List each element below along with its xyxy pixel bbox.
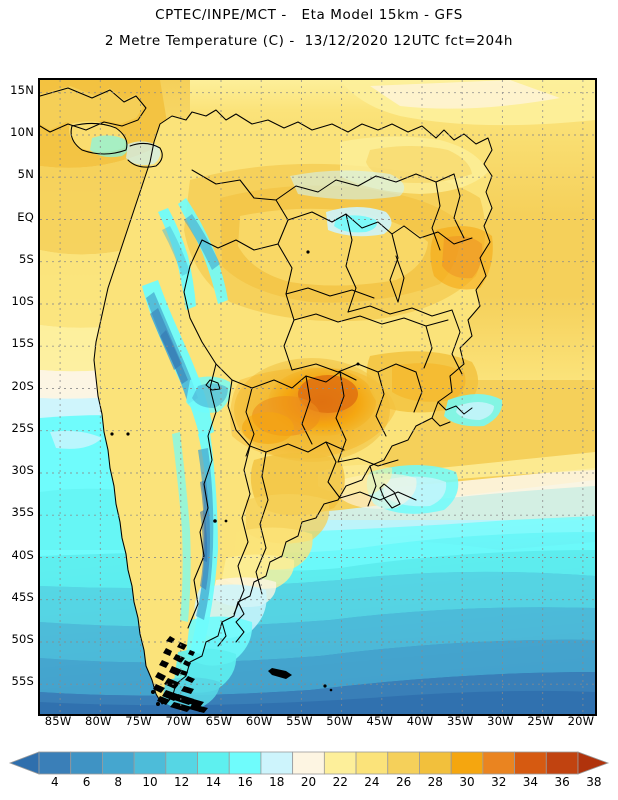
lat-tick-label: 5N	[17, 167, 34, 182]
colorbar-tick-label: 16	[237, 775, 253, 789]
colorbar-tick-label: 12	[174, 775, 190, 789]
colorbar-cell[interactable]	[419, 751, 452, 775]
lat-tick-label: 15N	[10, 82, 34, 97]
temperature-field	[40, 80, 595, 714]
lat-tick-label: 10N	[10, 124, 34, 139]
colorbar-cell[interactable]	[387, 751, 420, 775]
lon-tick-label: 75W	[125, 714, 152, 728]
colorbar-cell[interactable]	[70, 751, 103, 775]
lon-tick-label: 65W	[205, 714, 233, 728]
colorbar-cell[interactable]	[323, 751, 357, 775]
chart-title-line1: CPTEC/INPE/MCT - Eta Model 15km - GFS	[155, 7, 463, 23]
lat-tick-label: 5S	[18, 251, 34, 266]
lon-tick-label: 40W	[406, 714, 434, 728]
colorbar-cell[interactable]	[165, 751, 198, 775]
colorbar-cell[interactable]	[228, 751, 262, 775]
colorbar-cell[interactable]	[545, 751, 579, 775]
colorbar-tick-label: 24	[364, 775, 380, 789]
colorbar-tick-label: 26	[395, 775, 412, 789]
lat-tick-label: 15S	[11, 336, 34, 351]
colorbar-cell[interactable]	[260, 751, 294, 775]
colorbar-cell[interactable]	[38, 751, 72, 775]
lat-tick-label: 35S	[11, 505, 34, 520]
lon-tick-label: 80W	[85, 714, 112, 728]
colorbar-cell[interactable]	[102, 751, 135, 775]
colorbar-cell[interactable]	[482, 751, 515, 775]
lat-tick-label: 25S	[11, 420, 34, 435]
lon-tick-label: 30W	[487, 714, 514, 728]
latitude-axis: 15N 10N 5N EQ 5S 10S 15S 20S 25S 30S 35S 40S 45S 50S 5…	[0, 78, 34, 712]
colorbar-tick-label: 18	[269, 775, 285, 789]
lat-tick-label: 50S	[11, 632, 34, 647]
colorbar-tick-label: 20	[300, 775, 317, 789]
colorbar-cell[interactable]	[292, 751, 325, 775]
colorbar-tick-label: 22	[332, 775, 348, 789]
lon-tick-label: 70W	[165, 714, 193, 728]
colorbar-tick-label: 14	[205, 775, 222, 789]
lat-tick-label: 55S	[11, 674, 34, 689]
colorbar-tick-label: 10	[142, 775, 158, 789]
map-clip	[40, 80, 595, 714]
colorbar-tick-label: 6	[82, 775, 91, 789]
lat-tick-label: 40S	[11, 547, 34, 562]
lon-tick-label: 55W	[286, 714, 313, 728]
lat-tick-label: 20S	[11, 378, 34, 393]
lon-tick-label: 35W	[446, 714, 474, 728]
lon-tick-label: 85W	[44, 714, 72, 728]
colorbar-tick-label: 30	[459, 775, 475, 789]
lon-tick-label: 20W	[567, 714, 595, 728]
colorbar-swatches	[8, 751, 610, 775]
colorbar-under-arrow	[8, 751, 40, 775]
lat-tick-label: 45S	[11, 589, 34, 604]
colorbar-cell[interactable]	[450, 751, 484, 775]
colorbar-cell[interactable]	[197, 751, 230, 775]
colorbar-tick-label: 36	[554, 775, 570, 789]
colorbar-tick-label: 28	[427, 775, 443, 789]
colorbar-tick-label: 4	[51, 775, 59, 789]
chart-title-line2: 2 Metre Temperature (C) - 13/12/2020 12U…	[104, 33, 514, 49]
lat-tick-label: 10S	[11, 294, 34, 309]
colorbar-cell[interactable]	[133, 751, 167, 775]
lat-tick-label: EQ	[17, 209, 34, 224]
lon-tick-label: 25W	[527, 714, 554, 728]
colorbar[interactable]: 4 6 8 10 12 14 16 18 20 22 24 26 28 30 32 34 36 38	[0, 744, 618, 800]
longitude-axis: 85W 80W 75W 70W 65W 60W 55W 50W 45W 40W 35W 30W 25W 2…	[0, 0, 618, 726]
colorbar-cell[interactable]	[355, 751, 389, 775]
colorbar-over-arrow	[577, 751, 610, 775]
lon-tick-label: 60W	[245, 714, 273, 728]
colorbar-tick-label: 8	[114, 775, 123, 789]
map-plot-area[interactable]	[38, 78, 597, 716]
lat-tick-label: 30S	[11, 463, 34, 478]
colorbar-tick-label: 34	[522, 775, 539, 789]
colorbar-cell[interactable]	[514, 751, 547, 775]
colorbar-tick-label: 32	[491, 775, 507, 789]
lon-tick-label: 50W	[326, 714, 353, 728]
colorbar-tick-label: 38	[586, 775, 602, 789]
lon-tick-label: 45W	[366, 714, 394, 728]
